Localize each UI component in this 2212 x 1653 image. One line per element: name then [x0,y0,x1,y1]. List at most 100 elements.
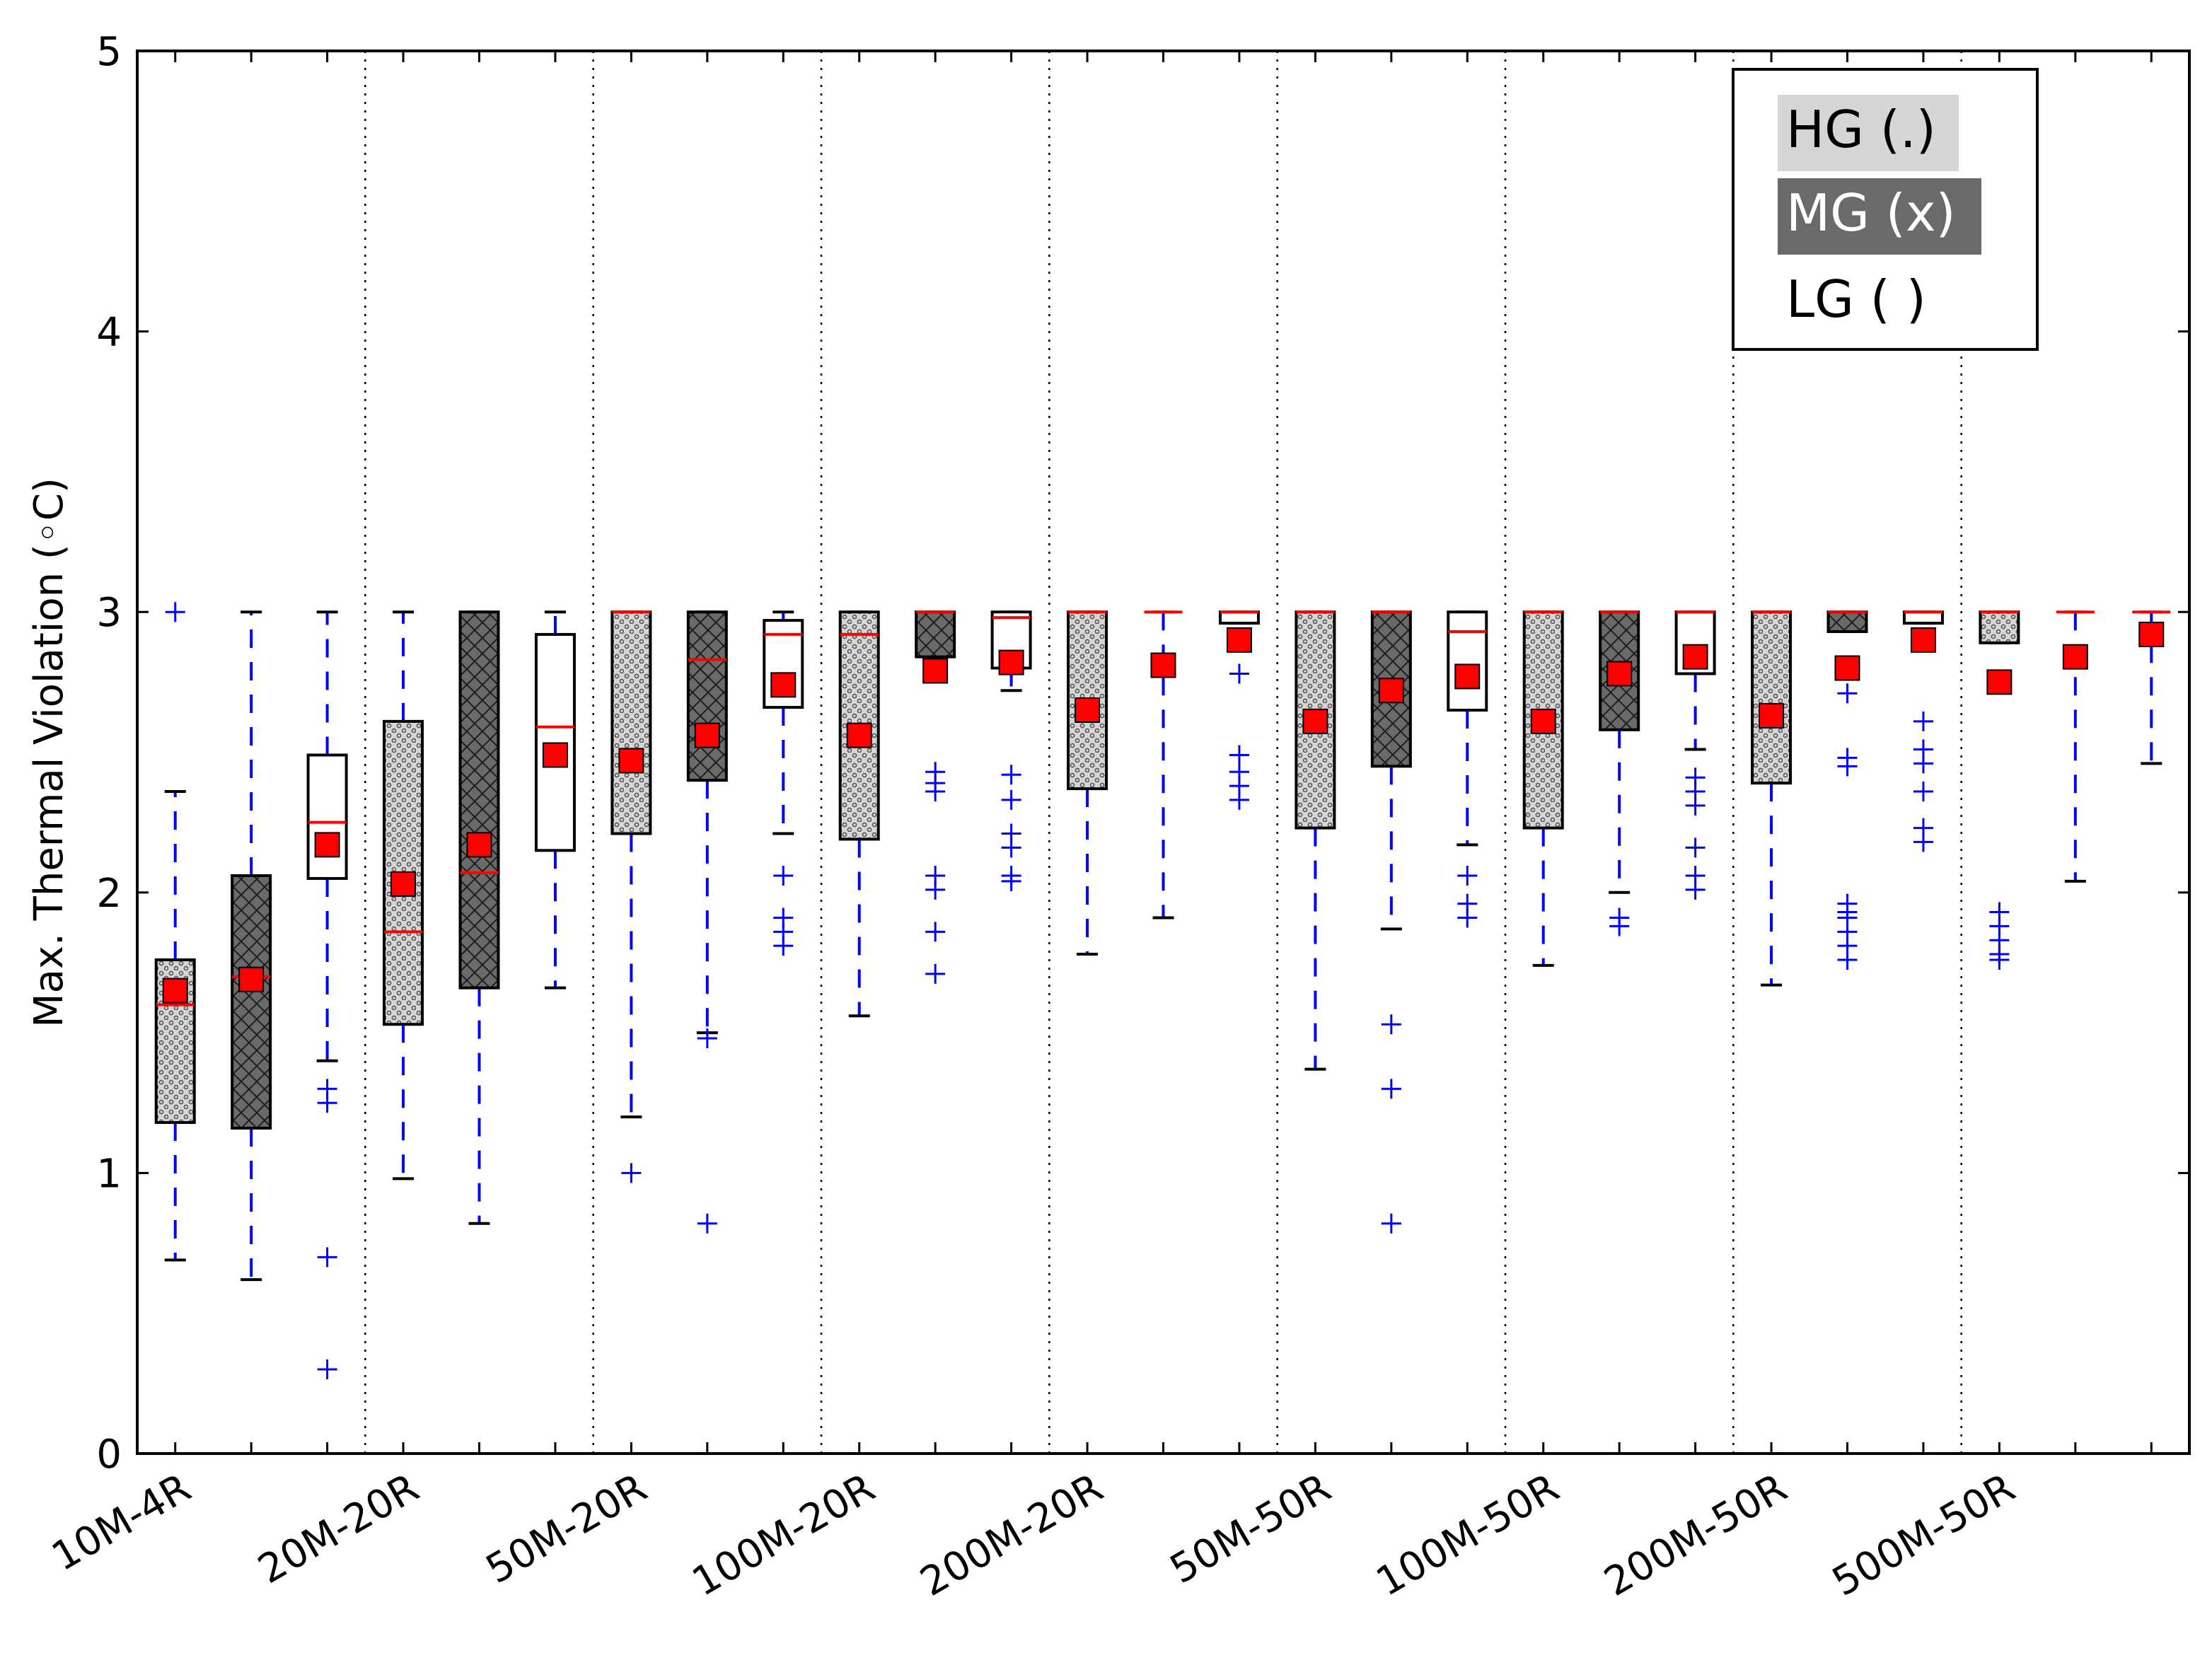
mean-marker [1302,708,1328,734]
box-group [458,610,500,1225]
box [1218,610,1260,625]
outlier-point [1913,753,1933,774]
mean-marker [922,658,949,684]
box [915,610,956,659]
outlier-point [1837,683,1858,704]
y-tick-label: 1 [96,1151,122,1197]
legend: HG (.) MG (x) LG ( ) [1732,68,2039,351]
mean-marker [1682,644,1708,670]
mean-marker [770,672,797,698]
box [610,610,652,835]
outlier-point [1837,756,1858,777]
outlier-point [1913,711,1933,731]
legend-label-mg: MG (x) [1786,183,1956,243]
outlier-point [317,1093,337,1113]
outlier-point [1837,949,1858,970]
mean-marker [846,722,872,748]
box-group [231,610,272,1282]
x-tick-label: 10M-4R [45,1465,199,1580]
mean-marker [1378,678,1404,704]
legend-label-hg: HG (.) [1786,100,1936,159]
legend-swatch-hg [1778,95,1959,171]
box-group [610,610,652,1183]
box [458,610,500,990]
outlier-point [1001,765,1021,785]
box [306,753,348,880]
outlier-point [773,866,794,886]
mean-marker [1834,655,1860,681]
outlier-point [1457,866,1478,886]
outlier-point [925,922,946,942]
outlier-point [1001,789,1021,810]
mean-marker [1910,627,1936,653]
x-tick-label: 100M-20R [685,1465,883,1606]
box-group [1447,610,1488,928]
x-tick-label: 200M-20R [913,1465,1111,1606]
outlier-point [925,879,946,900]
box [1447,610,1488,712]
mean-markers [162,621,2165,1004]
outlier-point [1381,1079,1401,1099]
y-tick-label: 5 [96,29,122,75]
box-group [1979,610,2020,970]
box-group [1902,610,1944,852]
outlier-point [1229,745,1249,765]
x-tick-label: 50M-20R [478,1465,654,1593]
mean-marker [1759,702,1785,729]
legend-label-lg: LG ( ) [1786,269,1926,329]
box [686,610,728,782]
box-group [306,610,348,1380]
outlier-point [1913,832,1933,852]
x-tick-label: 200M-50R [1597,1465,1795,1606]
box [1751,610,1793,785]
y-tick-label: 2 [96,871,122,917]
outlier-point [925,782,946,802]
outlier-point [1381,1014,1401,1035]
mean-marker [694,722,720,748]
mean-marker [542,742,568,768]
mean-marker [390,871,417,897]
outlier-point [697,1213,717,1234]
mean-marker [2138,621,2165,647]
y-tick-labels: 0 1 2 3 4 5 [96,29,122,1478]
outlier-point [773,936,794,956]
box-group [915,610,956,984]
box-group [1751,610,1793,987]
outlier-point [165,602,185,622]
box-group [1144,610,1183,920]
x-tick-label: 100M-50R [1369,1465,1567,1606]
x-tick-label: 50M-50R [1162,1465,1338,1593]
outlier-point [1913,782,1933,802]
x-tick-label: 20M-20R [250,1465,427,1593]
y-tick-label: 3 [96,590,122,636]
x-tick-label: 500M-50R [1825,1465,2023,1606]
mean-marker [998,649,1024,675]
y-axis-label: Max. Thermal Violation (◦C) [26,477,72,1027]
outlier-point [1685,837,1706,858]
outlier-point [317,1247,337,1268]
box [1979,610,2020,644]
mean-marker [1075,697,1101,724]
box-series [154,602,2171,1380]
outlier-point [1229,789,1249,810]
y-tick-label: 4 [96,310,122,356]
mean-marker [238,966,265,992]
box-group [686,610,728,1234]
outlier-point [1381,1213,1401,1234]
outlier-point [1457,907,1478,928]
mean-marker [1530,708,1556,734]
mean-marker [162,978,188,1004]
box [231,874,272,1130]
mean-marker [618,748,644,774]
box-group [2132,610,2171,765]
outlier-point [1609,916,1630,936]
outlier-point [925,963,946,984]
box-group [383,610,424,1181]
mean-marker [2062,644,2088,670]
x-tick-labels: 10M-4R 20M-20R 50M-20R 100M-20R 200M-20R 50M-… [45,1465,2023,1606]
mean-marker [466,832,492,858]
outlier-point [1001,837,1021,858]
box-group [1826,610,1868,970]
outlier-point [697,1028,717,1049]
